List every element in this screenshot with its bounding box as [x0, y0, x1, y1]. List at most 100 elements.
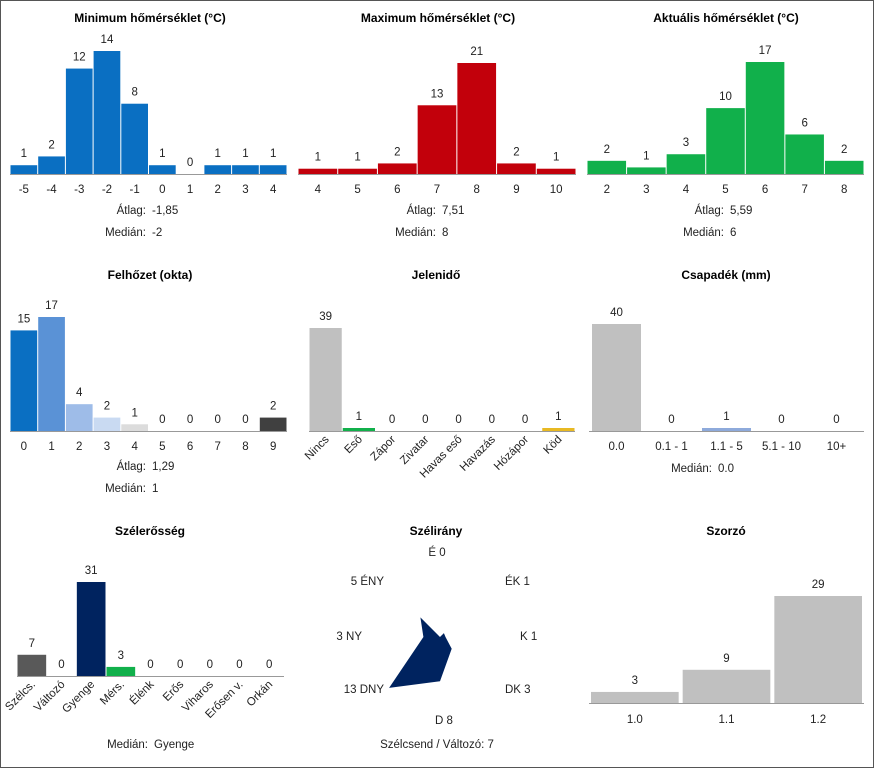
dir-radar-shape — [389, 617, 452, 688]
max-tick-label: 7 — [434, 184, 440, 196]
max-tick-label: 9 — [513, 184, 519, 196]
wind-value-label: 31 — [85, 565, 98, 577]
cloud-tick-label: 2 — [76, 441, 82, 453]
cloud-tick-label: 8 — [242, 441, 248, 453]
precip-value-label: 1 — [723, 411, 729, 423]
min-tick-label: 3 — [242, 184, 248, 196]
act-tick-label: 5 — [722, 184, 728, 196]
wind-value-label: 0 — [147, 659, 153, 671]
dir-label-ÉK: ÉK 1 — [505, 575, 530, 588]
mult-chart-title: Szorzó — [706, 524, 745, 538]
act-value-label: 1 — [643, 150, 649, 162]
max-value-label: 2 — [513, 146, 519, 158]
wind-chart-title: Szélerősség — [115, 524, 185, 538]
min-value-label: 1 — [215, 148, 221, 160]
dir-label-D: D 8 — [435, 715, 453, 727]
min-bar-2 — [204, 165, 232, 174]
max-tick-label: 6 — [394, 184, 400, 196]
precip-median-label: Medián: — [671, 463, 712, 475]
phen-tick-label: Hózápor — [492, 434, 531, 473]
phen-value-label: 0 — [422, 414, 428, 426]
precip-tick-label: 10+ — [827, 441, 847, 453]
min-value-label: 14 — [101, 34, 114, 46]
min-bar--1 — [121, 103, 148, 174]
cloud-value-label: 2 — [270, 401, 276, 413]
precip-value-label: 0 — [778, 414, 784, 426]
wind-value-label: 3 — [118, 650, 124, 662]
act-bar-7 — [785, 134, 824, 174]
min-tick-label: 2 — [215, 184, 221, 196]
act-avg-label: Átlag: — [695, 204, 724, 217]
act-value-label: 2 — [841, 144, 847, 156]
min-tick-label: -2 — [102, 184, 112, 196]
mult-value-label: 29 — [812, 579, 825, 591]
cloud-bar-0 — [10, 330, 38, 431]
phen-tick-label: Zápor — [369, 434, 399, 464]
max-bar-10 — [536, 168, 576, 174]
dir-label-É: É 0 — [428, 546, 445, 559]
precip-chart-title: Csapadék (mm) — [681, 268, 770, 282]
act-tick-label: 8 — [841, 184, 847, 196]
min-median-label: Medián: — [105, 227, 146, 239]
cloud-chart-title: Felhőzet (okta) — [108, 268, 193, 282]
act-median-value: 6 — [730, 227, 736, 239]
max-bar-6 — [377, 163, 417, 174]
wind-value-label: 0 — [207, 659, 213, 671]
min-value-label: 1 — [242, 148, 248, 160]
act-value-label: 17 — [759, 45, 772, 57]
max-bar-4 — [298, 168, 338, 174]
act-chart-title: Aktuális hőmérséklet (°C) — [653, 11, 799, 25]
wind-value-label: 0 — [58, 659, 64, 671]
phen-value-label: 39 — [319, 311, 332, 323]
cloud-tick-label: 4 — [131, 441, 138, 453]
precip-bar-1.1 - 5 — [702, 428, 751, 431]
act-bar-2 — [587, 160, 627, 174]
act-tick-label: 4 — [683, 184, 690, 196]
dir-label-DNY: 13 DNY — [344, 684, 385, 696]
cloud-avg-label: Átlag: — [117, 460, 146, 473]
cloud-bar-9 — [259, 417, 287, 431]
min-bar-4 — [259, 165, 287, 174]
cloud-value-label: 0 — [187, 414, 193, 426]
act-tick-label: 3 — [643, 184, 649, 196]
max-value-label: 13 — [431, 88, 444, 100]
act-value-label: 3 — [683, 137, 689, 149]
min-bar--5 — [10, 165, 38, 174]
max-value-label: 1 — [354, 152, 360, 164]
act-bar-6 — [745, 62, 785, 174]
phen-chart-title: Jelenidő — [412, 268, 461, 282]
act-bar-8 — [824, 160, 864, 174]
cloud-bar-3 — [93, 417, 121, 431]
cloud-tick-label: 6 — [187, 441, 193, 453]
act-bar-4 — [666, 154, 706, 174]
precip-tick-label: 1.1 - 5 — [710, 441, 743, 453]
wind-tick-label: Gyenge — [60, 679, 97, 716]
min-tick-label: -1 — [130, 184, 140, 196]
phen-tick-label: Havazás — [458, 433, 498, 473]
cloud-bar-4 — [121, 424, 148, 431]
min-bar--2 — [93, 51, 121, 174]
max-bar-8 — [457, 63, 497, 174]
cloud-tick-label: 1 — [48, 441, 54, 453]
min-value-label: 8 — [131, 87, 137, 99]
act-bar-5 — [706, 108, 745, 174]
max-bar-7 — [417, 105, 457, 174]
cloud-value-label: 15 — [17, 313, 30, 325]
phen-value-label: 1 — [356, 411, 362, 423]
max-bar-5 — [338, 168, 377, 174]
phen-tick-label: Nincs — [303, 433, 332, 462]
max-value-label: 21 — [470, 46, 483, 58]
cloud-value-label: 0 — [159, 414, 165, 426]
phen-value-label: 0 — [389, 414, 395, 426]
max-tick-label: 10 — [550, 184, 563, 196]
cloud-bar-1 — [38, 317, 65, 431]
phen-bar-Nincs — [309, 328, 342, 431]
wind-tick-label: Orkán — [245, 679, 276, 710]
max-chart-title: Maximum hőmérséklet (°C) — [361, 11, 515, 25]
precip-tick-label: 0.0 — [609, 441, 625, 453]
mult-bar-1.0 — [591, 691, 679, 703]
wind-bar-Gyenge — [76, 582, 106, 676]
max-avg-value: 7,51 — [442, 205, 464, 217]
min-value-label: 1 — [21, 148, 27, 160]
min-value-label: 1 — [270, 148, 276, 160]
